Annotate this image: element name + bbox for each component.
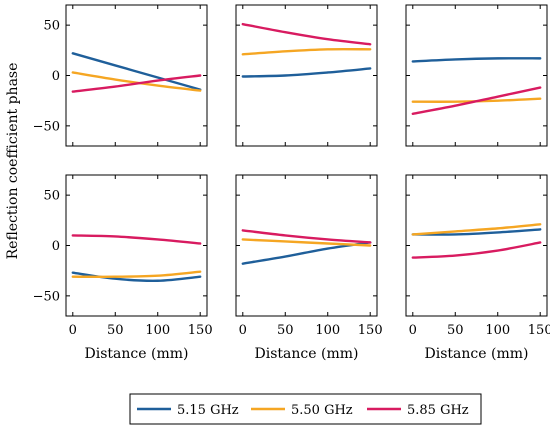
panel-6-series-2-line — [411, 223, 542, 236]
panel-1-series-2-line — [71, 71, 202, 92]
panel-4-series-2-line — [71, 270, 202, 278]
panel-4-frame — [65, 174, 208, 317]
panel-grid: −50 0 50 −50 0 50 0 50 100 150 Distance (mm) 0 50 100… — [33, 4, 550, 362]
panel-3-series-1-line — [411, 57, 542, 63]
panel-4: −50 0 50 0 50 100 150 Distance (mm) — [33, 174, 213, 362]
legend-box — [129, 393, 482, 425]
legend: 5.15 GHz 5.50 GHz 5.85 GHz — [129, 393, 482, 425]
panel-3 — [405, 4, 548, 147]
x-tick-label: 100 — [145, 323, 170, 338]
panel-1-series-1-line — [71, 52, 202, 91]
y-tick-label: 0 — [52, 69, 60, 84]
x-tick-label: 0 — [409, 323, 417, 338]
panel-3-series-3-line — [411, 86, 542, 115]
panel-2 — [235, 4, 378, 147]
x-axis-label: Distance (mm) — [85, 346, 189, 362]
panel-6-series-3-line — [411, 241, 542, 259]
x-tick-label: 100 — [315, 323, 340, 338]
panel-6: 0 50 100 150 Distance (mm) — [405, 174, 550, 362]
y-axis-label: Reflection coefficient phase — [5, 63, 21, 260]
x-tick-label: 150 — [188, 323, 213, 338]
panel-5-series-3-line — [241, 229, 372, 244]
legend-label-2: 5.50 GHz — [291, 403, 353, 418]
x-tick-label: 150 — [528, 323, 550, 338]
panel-2-series-1-line — [241, 67, 372, 78]
legend-label-3: 5.85 GHz — [407, 403, 469, 418]
panel-2-series-2-line — [241, 47, 372, 56]
y-tick-label: −50 — [33, 289, 60, 304]
x-axis-label: Distance (mm) — [255, 346, 359, 362]
panel-6-series-1-line — [411, 228, 542, 236]
x-tick-label: 50 — [277, 323, 294, 338]
y-tick-label: −50 — [33, 119, 60, 134]
panel-2-series-3-line — [241, 22, 372, 46]
legend-label-1: 5.15 GHz — [177, 403, 239, 418]
x-tick-label: 50 — [447, 323, 464, 338]
y-tick-label: 50 — [43, 189, 60, 204]
panel-1: −50 0 50 — [33, 4, 208, 147]
x-tick-label: 0 — [239, 323, 247, 338]
panel-4-series-3-line — [71, 234, 202, 245]
panel-1-series-3-line — [71, 74, 202, 93]
x-tick-label: 150 — [358, 323, 383, 338]
x-tick-label: 100 — [485, 323, 510, 338]
x-axis-label: Distance (mm) — [425, 346, 529, 362]
panel-5: 0 50 100 150 Distance (mm) — [235, 174, 383, 362]
x-tick-label: 0 — [69, 323, 77, 338]
panel-5-series-2-line — [241, 238, 372, 247]
panel-3-frame — [405, 4, 548, 147]
y-tick-label: 0 — [52, 239, 60, 254]
x-tick-label: 50 — [107, 323, 124, 338]
y-tick-label: 50 — [43, 19, 60, 34]
